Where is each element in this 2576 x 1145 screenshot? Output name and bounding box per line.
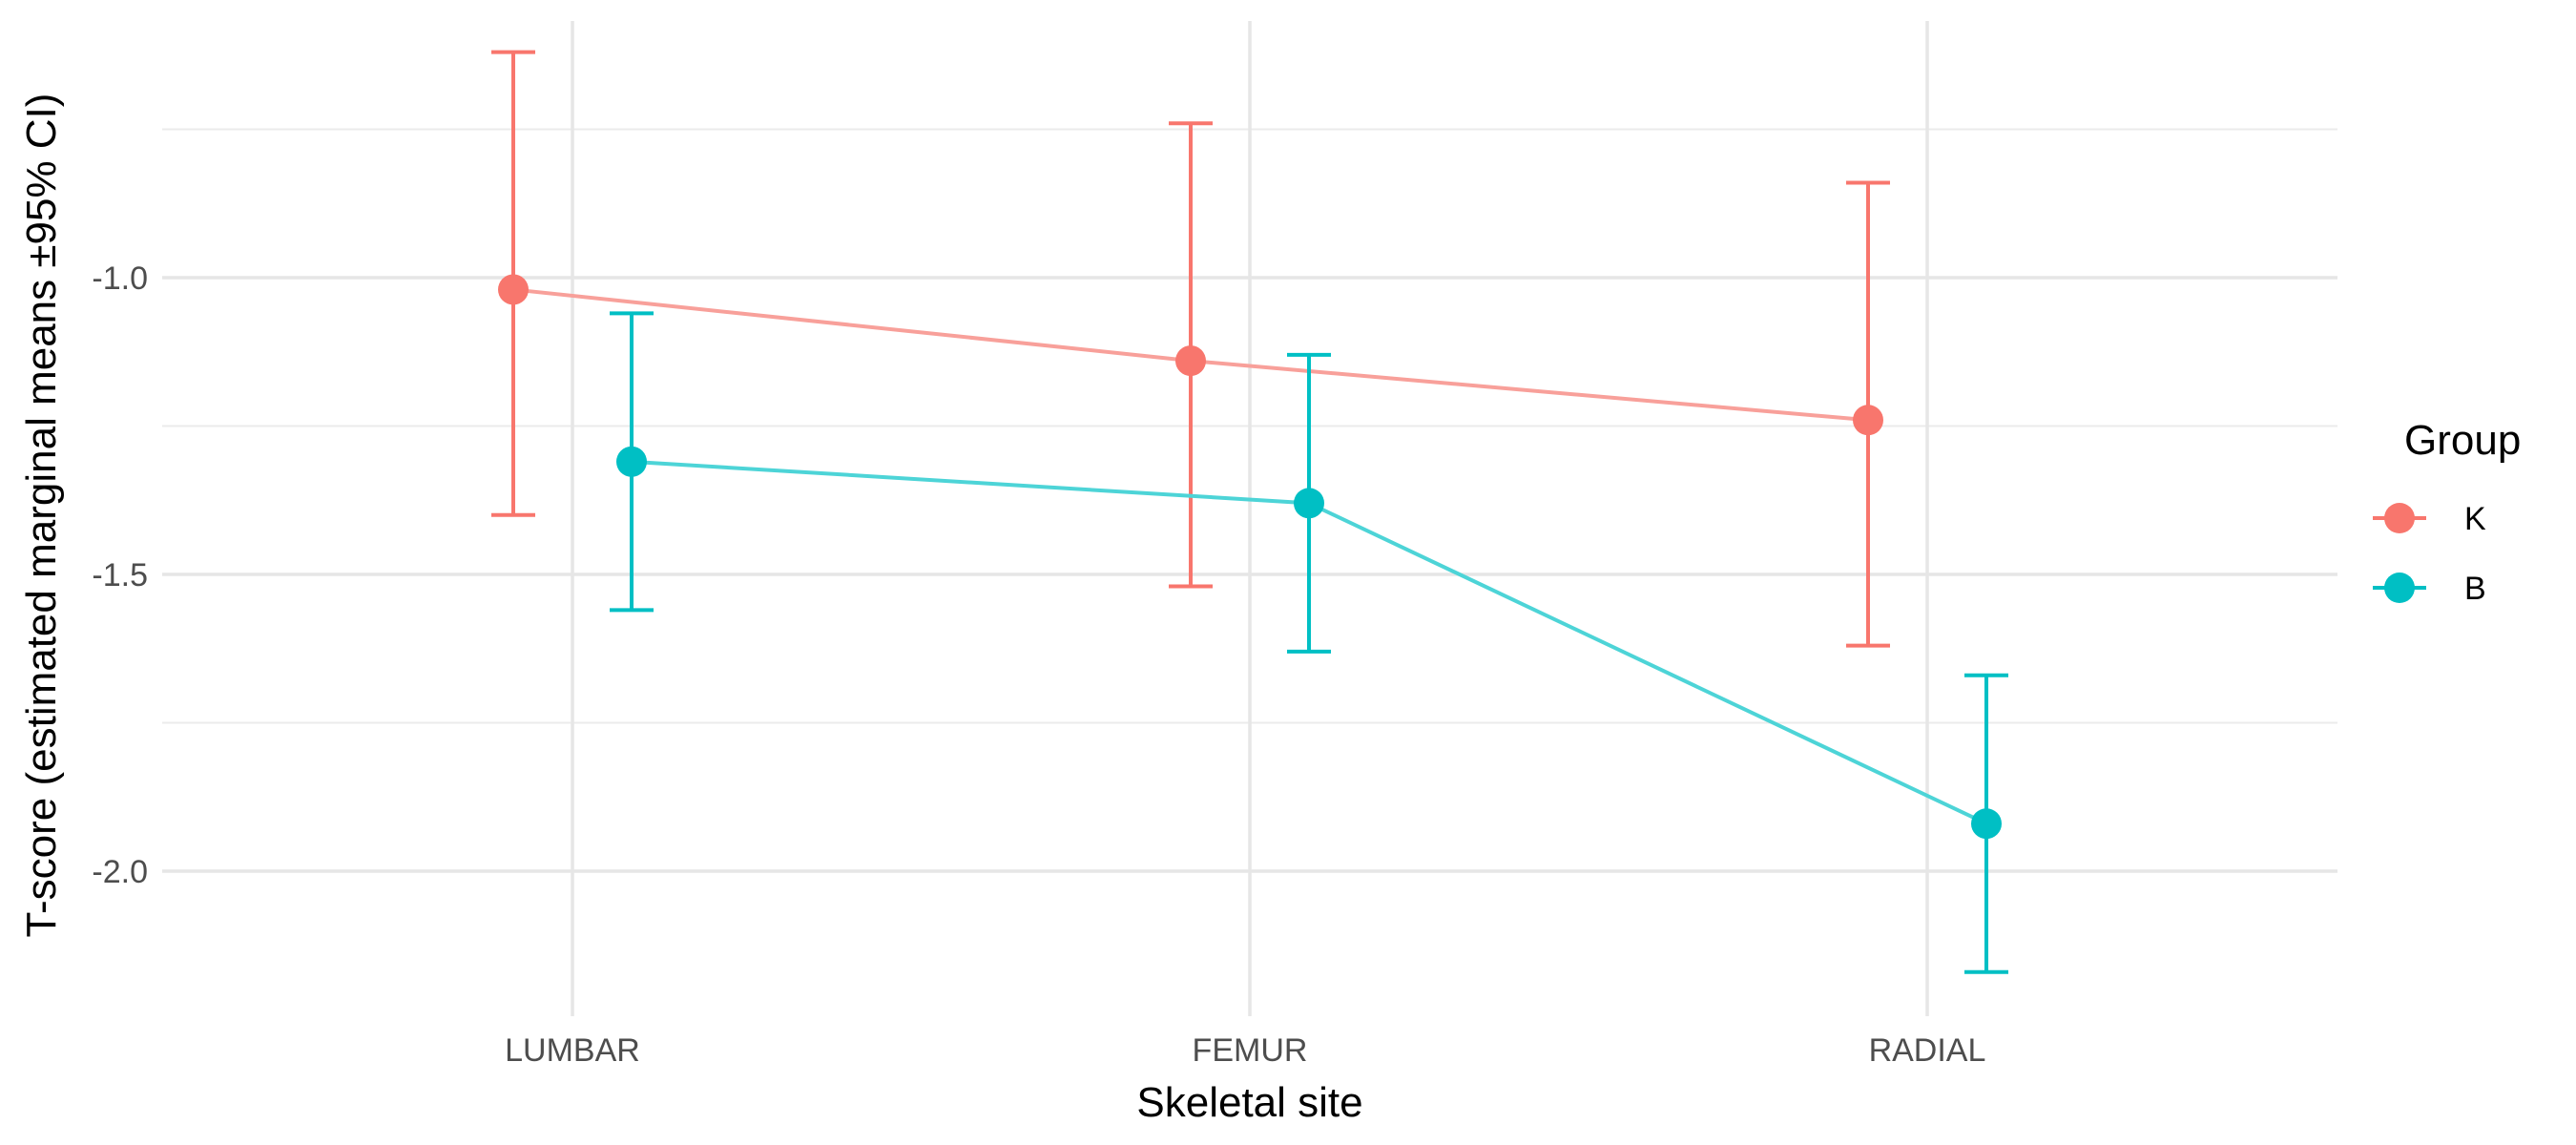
y-tick-label: -1.0	[92, 260, 148, 297]
x-tick-label: FEMUR	[1193, 1032, 1308, 1069]
y-tick-label: -1.5	[92, 557, 148, 593]
series-layer	[491, 50, 2008, 974]
x-axis-title: Skeletal site	[1136, 1079, 1362, 1126]
legend-entry-K: K	[2373, 501, 2486, 537]
data-point	[616, 446, 647, 477]
data-point	[498, 274, 529, 305]
series-B	[610, 311, 2008, 974]
legend-entry-B: B	[2373, 571, 2486, 607]
y-axis-ticks: -1.0 -1.5 -2.0	[92, 260, 148, 890]
data-point	[1175, 345, 1206, 377]
legend-key-point	[2384, 572, 2415, 603]
grid-lines	[162, 21, 2337, 1016]
y-tick-label: -2.0	[92, 854, 148, 890]
x-axis-ticks: LUMBAR FEMUR RADIAL	[505, 1032, 1985, 1069]
data-point	[1971, 808, 2002, 840]
series-K	[491, 50, 1890, 648]
legend-title: Group	[2404, 417, 2521, 464]
y-axis-title: T-score (estimated marginal means ±95% C…	[18, 94, 65, 938]
x-tick-label: RADIAL	[1869, 1032, 1986, 1069]
data-point	[1294, 488, 1324, 519]
legend-label: B	[2464, 571, 2486, 607]
legend-label: K	[2464, 501, 2486, 537]
legend-key-point	[2384, 503, 2415, 533]
data-point	[1853, 405, 1883, 436]
x-tick-label: LUMBAR	[505, 1032, 640, 1069]
legend: Group KB	[2373, 417, 2521, 607]
